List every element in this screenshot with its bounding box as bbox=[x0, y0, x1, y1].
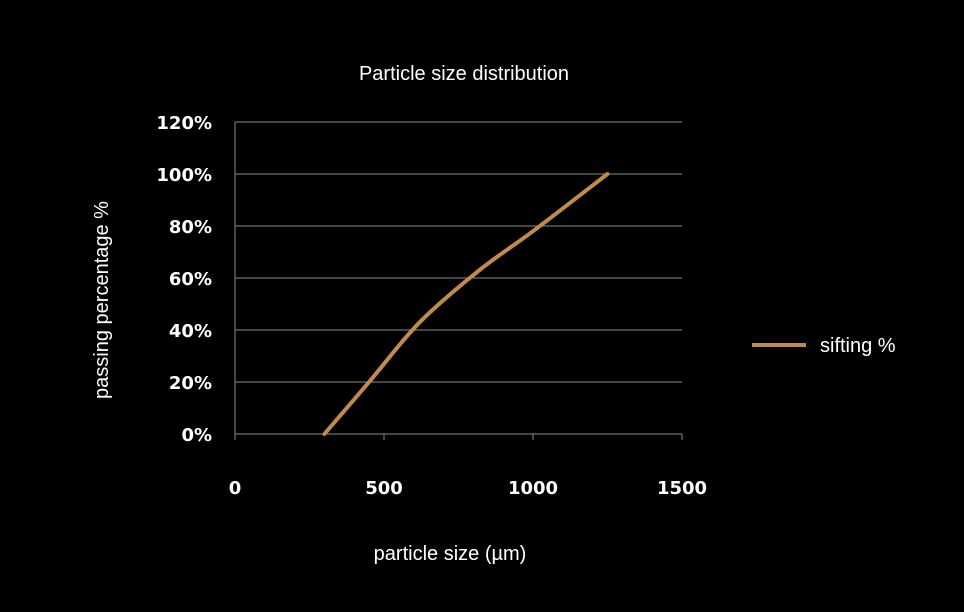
y-tick-label: 20% bbox=[169, 373, 212, 394]
series-lines bbox=[322, 172, 610, 436]
y-tick-label: 40% bbox=[169, 321, 212, 342]
legend: sifting % bbox=[752, 335, 896, 357]
legend-label: sifting % bbox=[820, 335, 896, 357]
y-axis-title: passing percentage % bbox=[91, 201, 113, 399]
series-line-sifting bbox=[322, 172, 610, 436]
y-tick-label: 0% bbox=[181, 425, 212, 446]
x-tick-label: 1000 bbox=[508, 478, 558, 499]
y-tick-label: 100% bbox=[156, 165, 212, 186]
x-tick-label: 0 bbox=[229, 478, 242, 499]
y-tick-label: 80% bbox=[169, 217, 212, 238]
y-tick-label: 60% bbox=[169, 269, 212, 290]
x-tick-label: 1500 bbox=[657, 478, 707, 499]
x-axis-title: particle size (µm) bbox=[374, 543, 527, 565]
axes bbox=[234, 122, 683, 440]
y-tick-labels: 0% 20% 40% 60% 80% 100% 120% bbox=[156, 113, 212, 446]
y-tick-label: 120% bbox=[156, 113, 212, 134]
chart-title: Particle size distribution bbox=[359, 63, 569, 85]
x-tick-labels: 0 500 1000 1500 bbox=[229, 478, 707, 499]
gridlines bbox=[235, 121, 682, 383]
x-tick-label: 500 bbox=[365, 478, 403, 499]
